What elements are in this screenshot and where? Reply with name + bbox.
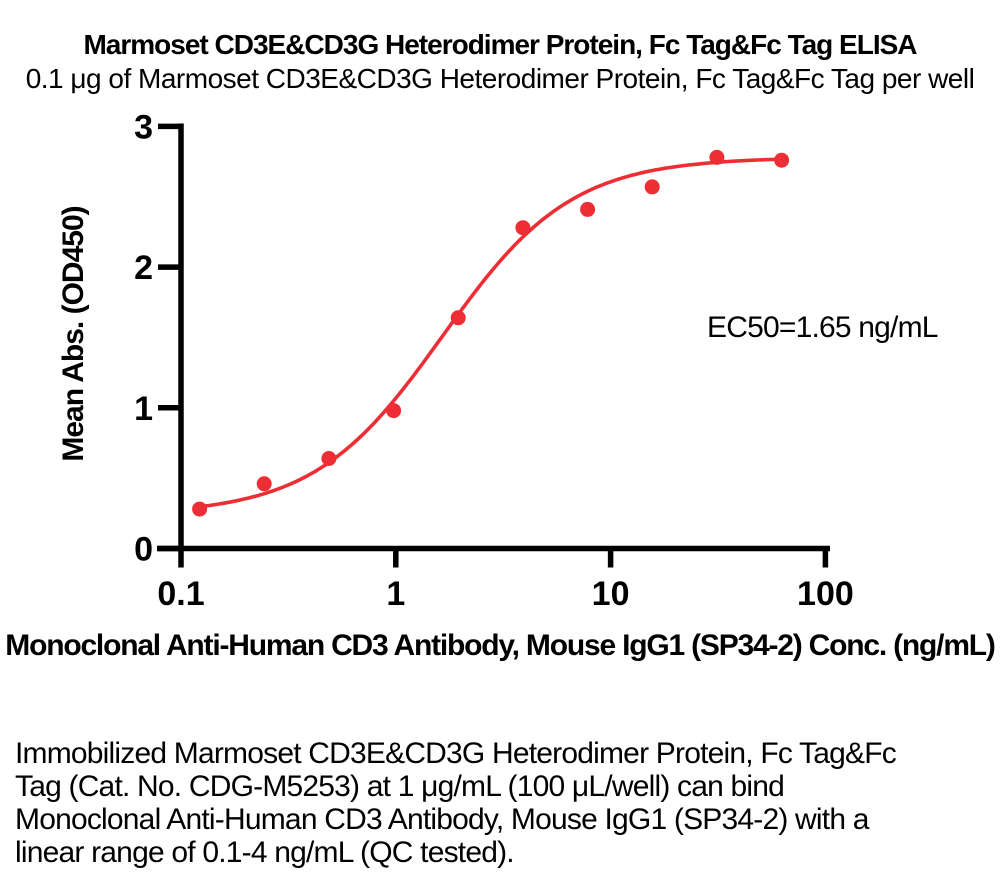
fit-curve <box>197 157 784 509</box>
data-point <box>515 220 531 236</box>
y-axis-title: Mean Abs. (OD450) <box>57 206 90 462</box>
y-tick-label: 1 <box>134 390 153 428</box>
y-tick-label: 3 <box>134 108 153 146</box>
data-point <box>321 451 337 466</box>
data-point <box>580 201 596 217</box>
x-tick-label: 0.1 <box>157 575 204 613</box>
figure-description: Immobilized Marmoset CD3E&CD3G Heterodim… <box>15 737 897 869</box>
x-tick-label: 100 <box>797 575 854 613</box>
data-point <box>644 179 660 195</box>
figure-subtitle: 0.1 μg of Marmoset CD3E&CD3G Heterodimer… <box>25 63 975 94</box>
ec50-annotation: EC50=1.65 ng/mL <box>707 311 938 344</box>
x-tick-label: 10 <box>592 575 630 613</box>
data-point <box>774 152 790 168</box>
data-point <box>256 476 272 492</box>
x-tick-label: 1 <box>386 575 405 613</box>
data-point <box>386 403 402 419</box>
dose-response-chart: 0.1 1 10 100 0 1 2 3 <box>134 108 854 613</box>
data-point <box>192 501 208 517</box>
y-tick-label: 2 <box>134 249 153 287</box>
data-point <box>709 149 725 165</box>
x-axis-title: Monoclonal Anti-Human CD3 Antibody, Mous… <box>5 629 996 662</box>
figure-title: Marmoset CD3E&CD3G Heterodimer Protein, … <box>83 29 917 60</box>
y-tick-label: 0 <box>134 531 153 569</box>
data-point <box>450 310 466 326</box>
